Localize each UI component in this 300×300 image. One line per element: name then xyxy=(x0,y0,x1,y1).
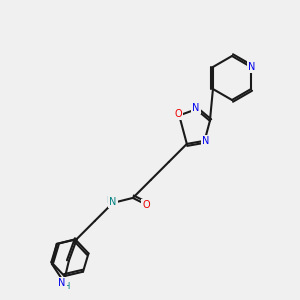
Text: H: H xyxy=(63,282,69,291)
Text: N: N xyxy=(58,278,65,288)
Text: N: N xyxy=(192,103,200,113)
Text: H: H xyxy=(106,196,112,206)
Text: O: O xyxy=(142,200,150,210)
Text: N: N xyxy=(202,136,209,146)
Text: N: N xyxy=(248,62,256,72)
Text: N: N xyxy=(109,197,116,207)
Text: O: O xyxy=(174,110,182,119)
Text: N: N xyxy=(248,62,256,72)
